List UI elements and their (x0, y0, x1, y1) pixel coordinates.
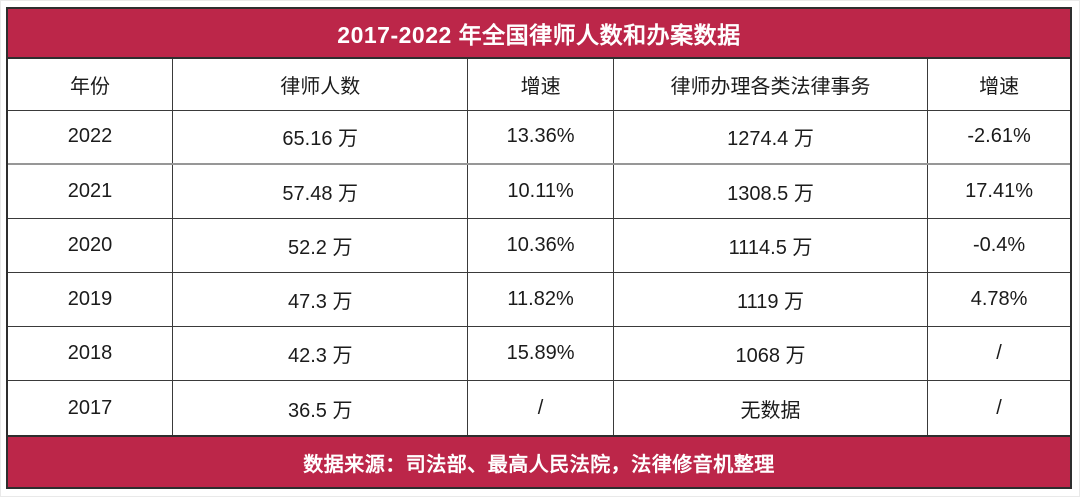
lawyer-growth-cell: / (467, 380, 614, 435)
lawyer-count-cell: 57.48 万 (172, 163, 469, 219)
lawyer-count-cell: 47.3 万 (172, 271, 469, 328)
table-row-2022: 2022 65.16 万 13.36% 1274.4 万 -2.61% (8, 109, 1070, 165)
col-header-cases-growth: 增速 (927, 59, 1070, 111)
lawyer-count-cell: 52.2 万 (172, 217, 469, 273)
cases-growth-cell: -0.4% (927, 217, 1070, 273)
lawyer-count-cell: 65.16 万 (172, 109, 469, 165)
table-row-2019: 2019 47.3 万 11.82% 1119 万 4.78% (8, 271, 1070, 328)
lawyer-growth-cell: 10.11% (467, 163, 614, 219)
col-header-lawyer-count: 律师人数 (172, 59, 469, 111)
year-cell: 2020 (8, 217, 174, 273)
cases-count-cell: 1119 万 (612, 271, 929, 328)
lawyer-data-table: 年份 律师人数 增速 律师办理各类法律事务 增速 2022 65.16 万 13… (8, 59, 1070, 435)
cases-count-cell: 1274.4 万 (612, 109, 929, 165)
table-row-2018: 2018 42.3 万 15.89% 1068 万 / (8, 326, 1070, 382)
table-title-bar: 2017-2022 年全国律师人数和办案数据 (8, 9, 1070, 59)
year-cell: 2022 (8, 109, 174, 165)
col-header-lawyer-growth: 增速 (467, 59, 614, 111)
year-cell: 2018 (8, 326, 174, 382)
table-row-2017: 2017 36.5 万 / 无数据 / (8, 380, 1070, 435)
table-row-2021: 2021 57.48 万 10.11% 1308.5 万 17.41% (8, 163, 1070, 219)
lawyer-growth-cell: 11.82% (467, 271, 614, 328)
year-cell: 2021 (8, 163, 174, 219)
cases-growth-cell: 17.41% (927, 163, 1070, 219)
data-source-text: 数据来源：司法部、最高人民法院，法律修音机整理 (303, 453, 775, 476)
cases-growth-cell: / (927, 326, 1070, 382)
col-header-cases-handled: 律师办理各类法律事务 (612, 59, 929, 111)
lawyer-data-table-card: 2017-2022 年全国律师人数和办案数据 年份 律师人数 增速 律师办理各类… (6, 7, 1072, 489)
cases-growth-cell: 4.78% (927, 271, 1070, 328)
cases-count-cell: 1068 万 (612, 326, 929, 382)
lawyer-growth-cell: 13.36% (467, 109, 614, 165)
cases-count-cell: 1308.5 万 (612, 163, 929, 219)
cases-count-cell: 无数据 (612, 380, 929, 435)
lawyer-growth-cell: 15.89% (467, 326, 614, 382)
lawyer-count-cell: 42.3 万 (172, 326, 469, 382)
cases-growth-cell: -2.61% (927, 109, 1070, 165)
col-header-year: 年份 (8, 59, 174, 111)
cases-growth-cell: / (927, 380, 1070, 435)
table-title: 2017-2022 年全国律师人数和办案数据 (337, 22, 741, 48)
data-source-bar: 数据来源：司法部、最高人民法院，法律修音机整理 (8, 435, 1070, 487)
year-cell: 2019 (8, 271, 174, 328)
lawyer-count-cell: 36.5 万 (172, 380, 469, 435)
cases-count-cell: 1114.5 万 (612, 217, 929, 273)
header-row: 年份 律师人数 增速 律师办理各类法律事务 增速 (8, 59, 1070, 111)
lawyer-growth-cell: 10.36% (467, 217, 614, 273)
year-cell: 2017 (8, 380, 174, 435)
table-row-2020: 2020 52.2 万 10.36% 1114.5 万 -0.4% (8, 217, 1070, 273)
